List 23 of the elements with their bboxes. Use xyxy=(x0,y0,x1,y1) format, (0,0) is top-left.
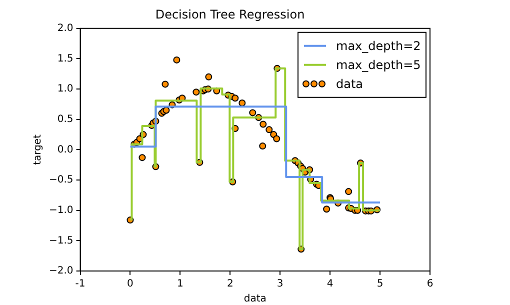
y-tick-label: 0.0 xyxy=(57,144,74,156)
legend-label: data xyxy=(336,77,364,92)
y-tick-label: −0.5 xyxy=(48,174,74,186)
y-tick-label: 1.0 xyxy=(57,84,74,95)
y-axis-title: target xyxy=(32,134,44,165)
x-tick-label: 4 xyxy=(326,278,334,290)
y-tick-label: 2.0 xyxy=(57,22,74,34)
x-tick-label: 3 xyxy=(276,278,284,290)
legend-label: max_depth=2 xyxy=(336,39,421,54)
x-tick-label: 0 xyxy=(127,278,134,290)
y-tick-label: 1.5 xyxy=(57,53,74,64)
x-tick-label: 1 xyxy=(177,278,184,290)
x-tick-label: 6 xyxy=(426,278,434,290)
x-tick-label: -1 xyxy=(75,278,86,290)
x-axis-title: data xyxy=(244,294,266,305)
y-tick-label: −2.0 xyxy=(48,266,74,277)
y-tick-label: 0.5 xyxy=(57,114,74,125)
x-tick-label: 2 xyxy=(226,278,234,290)
y-tick-label: −1.0 xyxy=(48,204,74,216)
legend-label: max_depth=5 xyxy=(336,58,421,72)
x-tick-label: 5 xyxy=(376,278,384,290)
chart-title: Decision Tree Regression xyxy=(155,7,305,22)
y-tick-label: −1.5 xyxy=(48,235,74,246)
